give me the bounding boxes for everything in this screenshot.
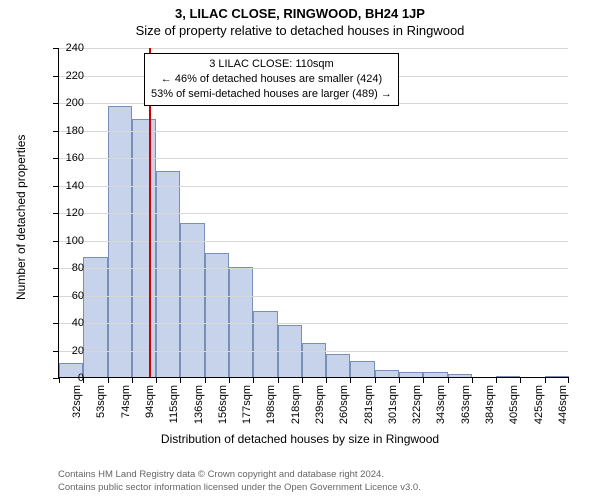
x-tick-label: 239sqm (314, 385, 326, 433)
histogram-bar (83, 257, 107, 377)
callout-line2: ← 46% of detached houses are smaller (42… (151, 72, 392, 87)
y-tick-label: 160 (54, 152, 84, 164)
x-tick-label: 115sqm (168, 385, 180, 433)
grid-line (59, 296, 568, 297)
x-tick (545, 377, 546, 383)
y-tick-label: 180 (54, 125, 84, 137)
x-tick-label: 446sqm (557, 385, 569, 433)
y-tick-label: 220 (54, 70, 84, 82)
y-tick-label: 0 (54, 372, 84, 384)
x-tick-label: 177sqm (241, 385, 253, 433)
x-axis-title: Distribution of detached houses by size … (0, 432, 600, 446)
x-tick-label: 425sqm (533, 385, 545, 433)
histogram-bar (302, 343, 326, 377)
x-tick (132, 377, 133, 383)
x-tick-label: 384sqm (484, 385, 496, 433)
x-tick (350, 377, 351, 383)
grid-line (59, 268, 568, 269)
x-tick-label: 363sqm (460, 385, 472, 433)
histogram-bar (423, 372, 447, 378)
x-tick-label: 301sqm (387, 385, 399, 433)
x-tick (302, 377, 303, 383)
grid-line (59, 186, 568, 187)
grid-line (59, 48, 568, 49)
histogram-bar (180, 223, 204, 377)
y-tick-label: 240 (54, 42, 84, 54)
x-tick-label: 343sqm (435, 385, 447, 433)
histogram-bar (253, 311, 277, 377)
y-tick-label: 100 (54, 235, 84, 247)
y-tick-label: 60 (54, 290, 84, 302)
x-tick (399, 377, 400, 383)
x-tick (156, 377, 157, 383)
x-tick (108, 377, 109, 383)
y-tick-label: 120 (54, 207, 84, 219)
x-tick (568, 377, 569, 383)
x-tick-label: 74sqm (120, 385, 132, 433)
x-tick (205, 377, 206, 383)
x-tick-label: 53sqm (95, 385, 107, 433)
y-tick-label: 20 (54, 345, 84, 357)
histogram-bar (108, 106, 132, 377)
page-subtitle: Size of property relative to detached ho… (0, 21, 600, 38)
x-tick (520, 377, 521, 383)
histogram-bar (205, 253, 229, 377)
x-tick (448, 377, 449, 383)
footer-line2: Contains public sector information licen… (58, 482, 421, 494)
x-tick-label: 198sqm (265, 385, 277, 433)
x-tick-label: 32sqm (71, 385, 83, 433)
histogram-bar (229, 267, 253, 377)
x-tick-label: 94sqm (144, 385, 156, 433)
x-tick-label: 281sqm (363, 385, 375, 433)
y-tick-label: 40 (54, 317, 84, 329)
footer-attribution: Contains HM Land Registry data © Crown c… (58, 469, 421, 494)
histogram-bar (350, 361, 374, 378)
x-tick-label: 260sqm (338, 385, 350, 433)
grid-line (59, 213, 568, 214)
chart-container: 3, LILAC CLOSE, RINGWOOD, BH24 1JP Size … (0, 0, 600, 500)
x-tick (496, 377, 497, 383)
x-tick-label: 156sqm (217, 385, 229, 433)
x-tick (180, 377, 181, 383)
x-tick (253, 377, 254, 383)
y-axis-title: Number of detached properties (14, 135, 28, 300)
x-tick (278, 377, 279, 383)
page-title: 3, LILAC CLOSE, RINGWOOD, BH24 1JP (0, 0, 600, 21)
x-tick-label: 405sqm (508, 385, 520, 433)
histogram-bar (375, 370, 399, 377)
x-tick (423, 377, 424, 383)
x-tick (472, 377, 473, 383)
callout-box: 3 LILAC CLOSE: 110sqm ← 46% of detached … (144, 53, 399, 106)
x-tick (326, 377, 327, 383)
x-tick (375, 377, 376, 383)
histogram-plot: 3 LILAC CLOSE: 110sqm ← 46% of detached … (58, 48, 568, 378)
histogram-bar (156, 171, 180, 377)
x-tick (229, 377, 230, 383)
x-tick-label: 218sqm (290, 385, 302, 433)
histogram-bar (448, 374, 472, 377)
callout-line1: 3 LILAC CLOSE: 110sqm (151, 57, 392, 72)
grid-line (59, 323, 568, 324)
y-tick-label: 80 (54, 262, 84, 274)
histogram-bar (545, 376, 569, 377)
y-tick-label: 140 (54, 180, 84, 192)
grid-line (59, 158, 568, 159)
grid-line (59, 351, 568, 352)
grid-line (59, 241, 568, 242)
histogram-bar (496, 376, 520, 377)
histogram-bar (326, 354, 350, 377)
grid-line (59, 131, 568, 132)
callout-line3: 53% of semi-detached houses are larger (… (151, 87, 392, 102)
x-tick-label: 136sqm (193, 385, 205, 433)
histogram-bar (399, 372, 423, 378)
x-tick-label: 322sqm (411, 385, 423, 433)
footer-line1: Contains HM Land Registry data © Crown c… (58, 469, 421, 481)
y-tick-label: 200 (54, 97, 84, 109)
